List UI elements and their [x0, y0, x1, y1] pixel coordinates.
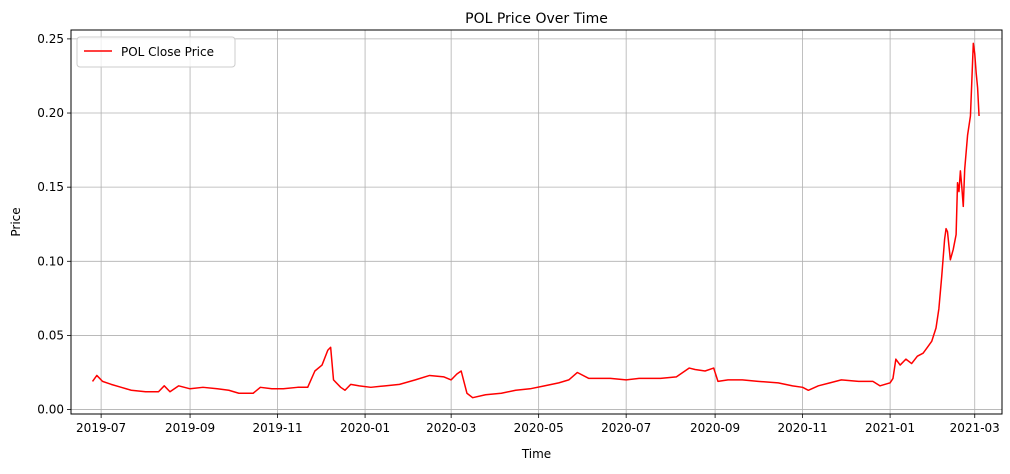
legend: POL Close Price: [76, 36, 236, 68]
grid: [71, 30, 1002, 414]
x-tick-label: 2020-05: [514, 421, 564, 435]
y-tick-label: 0.20: [37, 106, 64, 120]
series-layer: [91, 42, 980, 399]
axes: 2019-07 2019-09 2019-11 2020-01 2020-03 2020-…: [37, 32, 1000, 435]
series-line-0: [91, 42, 980, 399]
y-tick-label: 0.10: [37, 254, 64, 268]
x-tick-label: 2019-09: [165, 421, 215, 435]
plot-frame: [70, 29, 1003, 415]
x-tick-label: 2020-11: [778, 421, 828, 435]
y-tick-label: 0.25: [37, 32, 64, 46]
x-tick-label: 2019-11: [252, 421, 302, 435]
y-tick-label: 0.05: [37, 328, 64, 342]
legend-label: POL Close Price: [121, 45, 214, 59]
y-tick-label: 0.15: [37, 180, 64, 194]
x-tick-label: 2020-03: [426, 421, 476, 435]
x-axis-label: Time: [521, 447, 551, 461]
x-tick-label: 2020-09: [690, 421, 740, 435]
legend-box: [76, 36, 236, 68]
x-tick-label: 2020-07: [601, 421, 651, 435]
x-tick-label: 2020-01: [340, 421, 390, 435]
x-tick-label: 2021-01: [865, 421, 915, 435]
chart-title: POL Price Over Time: [465, 11, 608, 27]
x-tick-label: 2021-03: [950, 421, 1000, 435]
y-tick-label: 0.00: [37, 403, 64, 417]
x-tick-label: 2019-07: [76, 421, 126, 435]
y-axis-label: Price: [9, 207, 23, 236]
